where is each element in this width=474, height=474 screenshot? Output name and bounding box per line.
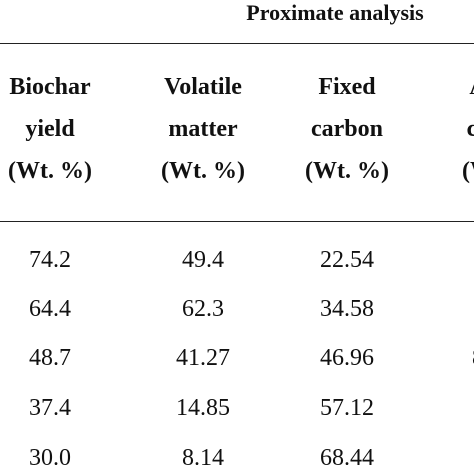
table-cell: 30.0 — [29, 445, 71, 471]
header-line: Volatile — [164, 74, 242, 100]
table-cell: 49.4 — [182, 247, 224, 273]
header-line: Biochar — [9, 74, 91, 100]
header-line: Fixed — [318, 74, 376, 100]
table-cell: 62.3 — [182, 296, 224, 322]
header-line: co — [466, 116, 474, 142]
header-line: carbon — [311, 116, 383, 142]
column-header-biochar-yield: Biochar yield (Wt. %) — [0, 66, 110, 192]
column-header-fixed-carbon: Fixed carbon (Wt. %) — [287, 66, 407, 192]
column-header-volatile-matter: Volatile matter (Wt. %) — [143, 66, 263, 192]
header-line: (Wt. %) — [161, 158, 245, 184]
table-cell: 57.12 — [320, 395, 374, 421]
table-cell: 37.4 — [29, 395, 71, 421]
top-rule — [0, 43, 474, 44]
header-line: (Wt. %) — [305, 158, 389, 184]
header-line: A — [418, 66, 474, 108]
table-cell: 48.7 — [29, 345, 71, 371]
group-header-proximate-analysis: Proximate analysis — [246, 0, 424, 25]
header-line: (Wt. %) — [8, 158, 92, 184]
table-cell: 68.44 — [320, 445, 374, 471]
header-bottom-rule — [0, 221, 474, 222]
table-cell: 8.14 — [182, 445, 224, 471]
table-cell: 74.2 — [29, 247, 71, 273]
table-cell: 22.54 — [320, 247, 374, 273]
table-cell: 14.85 — [176, 395, 230, 421]
header-line: (W — [462, 158, 474, 184]
table-cell: 46.96 — [320, 345, 374, 371]
column-header-ash-content: A co (W — [418, 66, 474, 192]
table-cell: 41.27 — [176, 345, 230, 371]
header-line: yield — [25, 116, 75, 142]
table-cell: 8 — [418, 346, 474, 370]
table-cell: 34.58 — [320, 296, 374, 322]
header-line: matter — [168, 116, 238, 142]
table-cell: 64.4 — [29, 296, 71, 322]
table-cell: 1 — [418, 396, 474, 420]
table-cell: 1 — [418, 446, 474, 470]
